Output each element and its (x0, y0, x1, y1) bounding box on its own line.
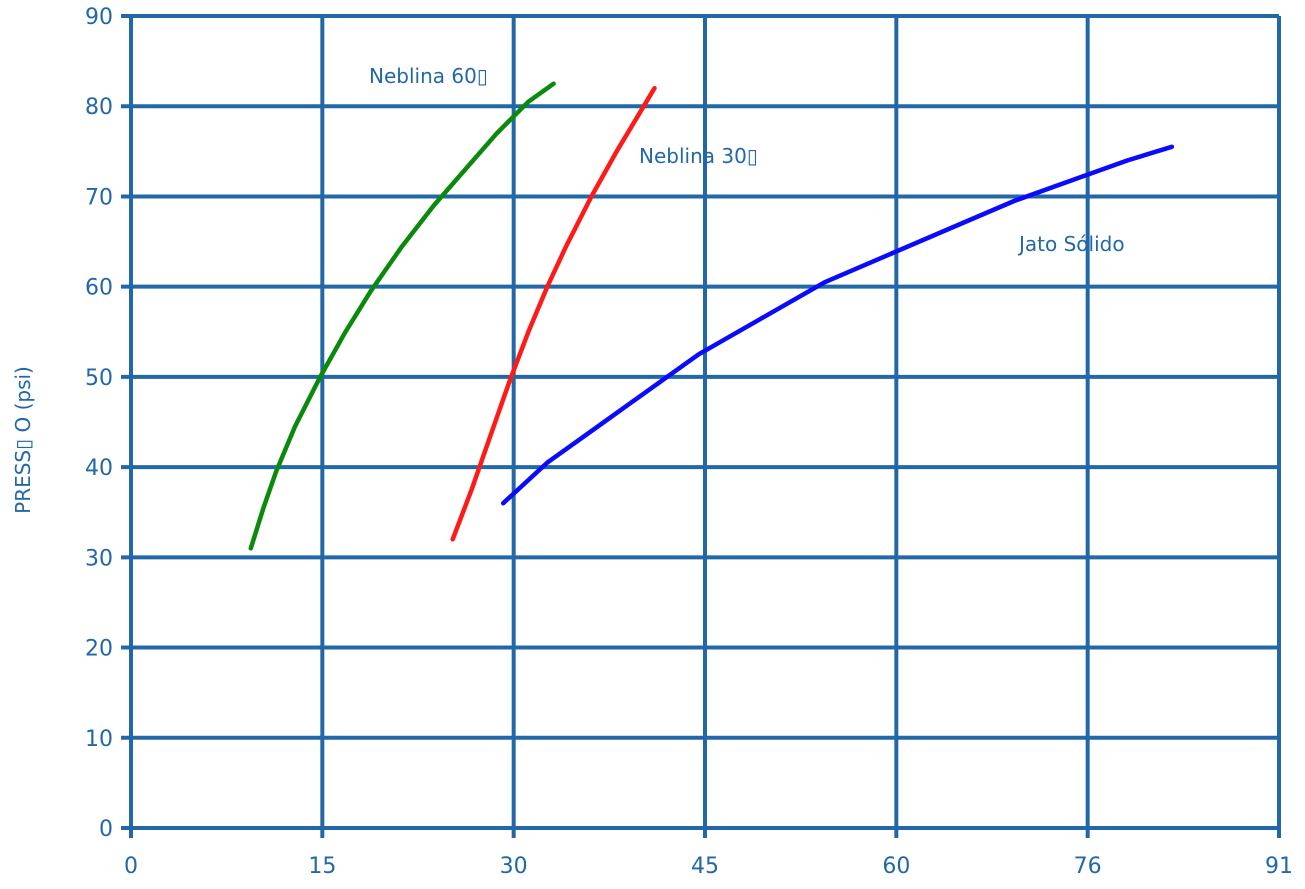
x-tick-label: 60 (882, 854, 910, 879)
y-tick-label: 40 (85, 456, 113, 481)
x-tick-label: 76 (1074, 854, 1102, 879)
y-tick-label: 50 (85, 366, 113, 391)
y-tick-label: 60 (85, 276, 113, 301)
x-tick-label: 91 (1265, 854, 1293, 879)
series-label: Neblina 60▯ (369, 64, 488, 88)
y-tick-label: 0 (99, 817, 113, 842)
series-line (251, 84, 554, 549)
y-tick-label: 20 (85, 637, 113, 662)
y-tick-label: 70 (85, 185, 113, 210)
series-label: Neblina 30▯ (639, 144, 758, 168)
x-tick-label: 30 (500, 854, 528, 879)
y-tick-label: 10 (85, 727, 113, 752)
x-tick-label: 0 (124, 854, 138, 879)
series-label: Jato Sólido (1017, 232, 1125, 256)
axis-ticks: 0 10 20 30 40 50 60 70 80 90 0 15 30 45 60 76 91 (85, 5, 1293, 879)
y-tick-label: 90 (85, 5, 113, 30)
x-tick-label: 45 (691, 854, 719, 879)
y-tick-label: 80 (85, 95, 113, 120)
series-line (503, 147, 1172, 503)
series-labels: Neblina 60▯ Neblina 30▯ Jato Sólido (369, 64, 1125, 256)
x-tick-label: 15 (308, 854, 336, 879)
y-tick-label: 30 (85, 546, 113, 571)
series-line (453, 88, 655, 539)
y-axis-title: PRESS▯ O (psi) (11, 366, 35, 514)
